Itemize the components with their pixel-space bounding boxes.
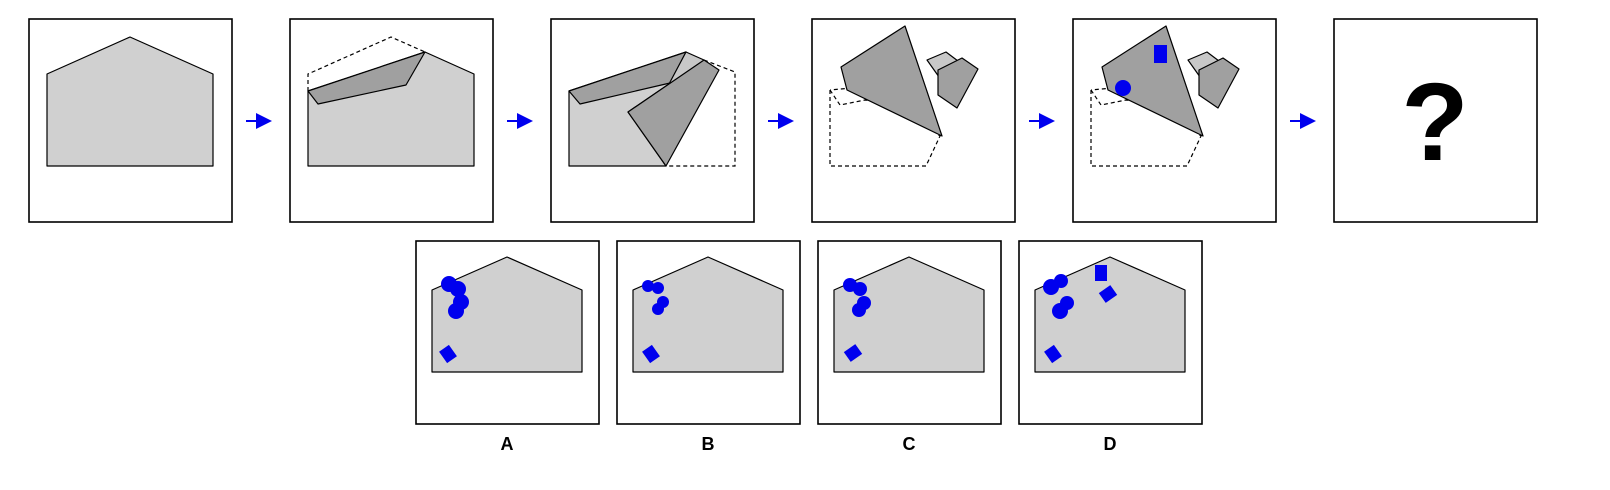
punch-hole-circle	[1115, 80, 1131, 96]
step-1-panel	[28, 18, 233, 223]
hole-diamond	[439, 344, 457, 364]
hole-diamond	[1098, 285, 1118, 303]
front-flap	[840, 25, 943, 137]
hole-diamond	[843, 344, 863, 362]
hole-circle	[652, 303, 664, 315]
fold-outline-inner	[829, 89, 899, 106]
hole-circle	[448, 303, 464, 319]
step-2-panel	[289, 18, 494, 223]
step-3-panel	[550, 18, 755, 223]
hole-diamond	[1044, 344, 1062, 364]
option-label: C	[903, 434, 916, 454]
fold-outline	[307, 36, 426, 91]
hole-circle	[852, 303, 866, 317]
step-5-panel	[1072, 18, 1277, 223]
paper-shape	[1034, 256, 1186, 373]
option-a[interactable]: A	[415, 240, 600, 454]
step-4-panel	[811, 18, 1016, 223]
hole-square	[1095, 265, 1107, 281]
question-mark: ?	[1401, 61, 1468, 184]
folded-flap	[307, 51, 426, 105]
option-label: B	[702, 434, 715, 454]
hole-circle	[642, 280, 654, 292]
question-panel: ?	[1333, 18, 1538, 223]
hole-circle	[1054, 274, 1068, 288]
second-flap	[627, 59, 720, 167]
option-label: D	[1104, 434, 1117, 454]
fold-outline	[666, 59, 736, 167]
option-label: A	[501, 434, 514, 454]
fold-outline-inner	[1090, 89, 1160, 106]
hole-circle	[853, 282, 867, 296]
hole-circle	[1052, 303, 1068, 319]
option-d[interactable]: D	[1018, 240, 1203, 454]
paper-shape	[632, 256, 784, 373]
hole-diamond	[642, 344, 660, 364]
paper-shape	[431, 256, 583, 373]
paper-shape	[46, 36, 214, 167]
hole-circle	[652, 282, 664, 294]
hole-circle	[450, 281, 466, 297]
back-flap-2	[1198, 57, 1240, 109]
option-c[interactable]: C	[817, 240, 1002, 454]
option-b[interactable]: B	[616, 240, 801, 454]
punch-hole-square	[1154, 45, 1167, 63]
paper-shape	[833, 256, 985, 373]
back-flap-2	[937, 57, 979, 109]
front-flap	[1101, 25, 1204, 137]
